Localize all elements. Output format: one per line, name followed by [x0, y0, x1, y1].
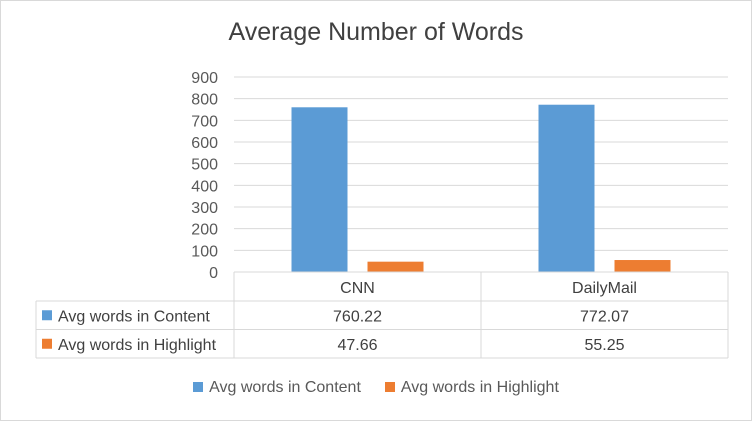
bar	[614, 260, 671, 272]
y-tick-label: 200	[191, 222, 218, 239]
x-tick-label: CNN	[340, 280, 375, 297]
chart-title: Average Number of Words	[228, 18, 524, 46]
legend: Avg words in Content Avg words in Highlig…	[0, 379, 752, 397]
table-value: 47.66	[337, 337, 377, 354]
bars	[291, 104, 671, 272]
y-tick-label: 700	[191, 113, 218, 130]
y-axis-ticks: 0 100 200 300 400 500 600 700 800 900	[191, 70, 218, 282]
bar	[291, 107, 348, 272]
bar	[367, 261, 424, 272]
legend-label: Avg words in Highlight	[400, 379, 559, 396]
y-tick-label: 300	[191, 200, 218, 217]
legend-item: Avg words in Content	[193, 379, 361, 397]
y-tick-label: 400	[191, 178, 218, 195]
data-table: CNN DailyMail Avg words in Content 760.22 77…	[35, 271, 729, 359]
table-series-name: Avg words in Content	[58, 308, 210, 325]
y-tick-label: 900	[191, 70, 218, 87]
table-value: 772.07	[580, 308, 629, 325]
x-tick-label: DailyMail	[572, 280, 637, 297]
bar	[538, 104, 595, 272]
table-value: 55.25	[584, 337, 624, 354]
y-tick-label: 500	[191, 157, 218, 174]
table-legend-key	[42, 338, 52, 349]
table-legend-key	[42, 310, 52, 321]
legend-swatch	[193, 382, 204, 392]
table-value: 760.22	[333, 308, 382, 325]
legend-swatch	[384, 382, 395, 392]
y-tick-label: 600	[191, 135, 218, 152]
y-tick-label: 0	[209, 265, 218, 282]
legend-label: Avg words in Content	[209, 379, 361, 396]
table-series-name: Avg words in Highlight	[58, 337, 217, 354]
y-tick-label: 800	[191, 92, 218, 109]
legend-item: Avg words in Highlight	[384, 379, 559, 397]
y-tick-label: 100	[191, 243, 218, 260]
